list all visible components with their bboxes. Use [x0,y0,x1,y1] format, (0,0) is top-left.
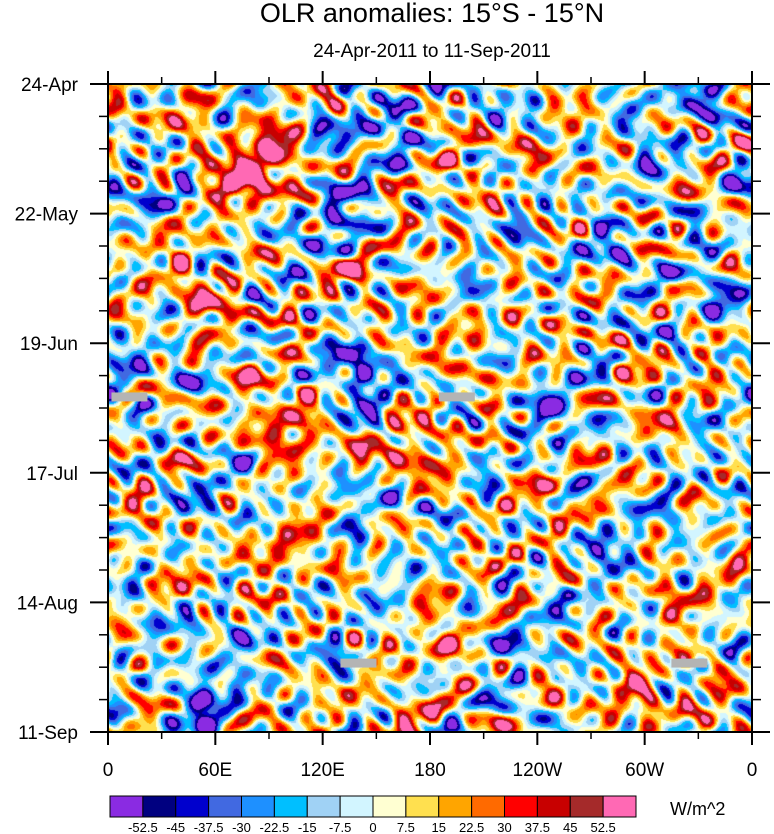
anomaly-field [108,84,752,732]
colorbar-swatch [504,795,538,818]
colorbar-level-label: 37.5 [525,820,550,834]
y-tick-label: 24-Apr [21,75,79,96]
colorbar-units-label: W/m^2 [670,799,725,819]
colorbar-swatch [142,795,177,818]
x-tick-label: 60W [625,760,664,781]
colorbar-swatch [339,795,374,818]
colorbar-swatch [569,795,604,818]
colorbar-swatch [405,795,440,818]
x-tick-label: 180 [414,760,446,781]
y-tick-label: 22-May [15,205,79,226]
y-tick-label: 17-Jul [26,464,78,485]
x-tick-label: 0 [747,760,758,781]
missing-data-mark [438,392,475,402]
colorbar-swatch [306,795,341,818]
colorbar-level-label: -22.5 [260,820,290,834]
colorbar-level-label: 30 [497,820,511,834]
chart-title: OLR anomalies: 15°S - 15°N [260,0,604,28]
colorbar-swatch [109,795,144,818]
colorbar-swatch [602,795,637,818]
plot-area: 0 60E 120E 180 120W 60W 0 24-Apr 22-May 19-Jun 17… [15,71,770,781]
colorbar-swatch [438,795,473,818]
colorbar: -52.5 -45 -37.5 -30 -22.5 -15 -7.5 0 7.5 15 22.5 30… [109,795,725,834]
colorbar-level-label: -15 [298,820,317,834]
colorbar-swatch [241,795,275,818]
colorbar-level-label: 22.5 [459,820,484,834]
colorbar-level-label: 7.5 [397,820,415,834]
colorbar-level-label: 45 [563,820,577,834]
missing-data-mark [340,658,377,668]
x-tick-label: 60E [198,760,232,781]
y-tick-label: 11-Sep [18,723,78,744]
chart-subtitle: 24-Apr-2011 to 11-Sep-2011 [313,41,551,62]
colorbar-swatch [175,795,210,818]
y-tick-label: 14-Aug [17,593,78,614]
colorbar-level-label: 52.5 [590,820,615,834]
colorbar-level-label: -7.5 [329,820,351,834]
x-tick-label: 120E [300,760,344,781]
x-tick-label: 0 [103,760,114,781]
colorbar-swatch [273,795,308,818]
x-tick-label: 120W [513,760,563,781]
colorbar-level-label: -37.5 [194,820,224,834]
missing-data-mark [111,392,148,402]
colorbar-swatch [471,795,505,818]
colorbar-level-label: 0 [369,820,376,834]
colorbar-level-label: 15 [432,820,446,834]
colorbar-swatch [208,795,242,818]
colorbar-swatch [372,795,407,818]
colorbar-level-label: -30 [232,820,251,834]
y-tick-label: 19-Jun [20,334,78,355]
colorbar-level-label: -52.5 [128,820,158,834]
colorbar-level-label: -45 [166,820,185,834]
missing-data-mark [671,658,708,668]
colorbar-swatch [536,795,571,818]
